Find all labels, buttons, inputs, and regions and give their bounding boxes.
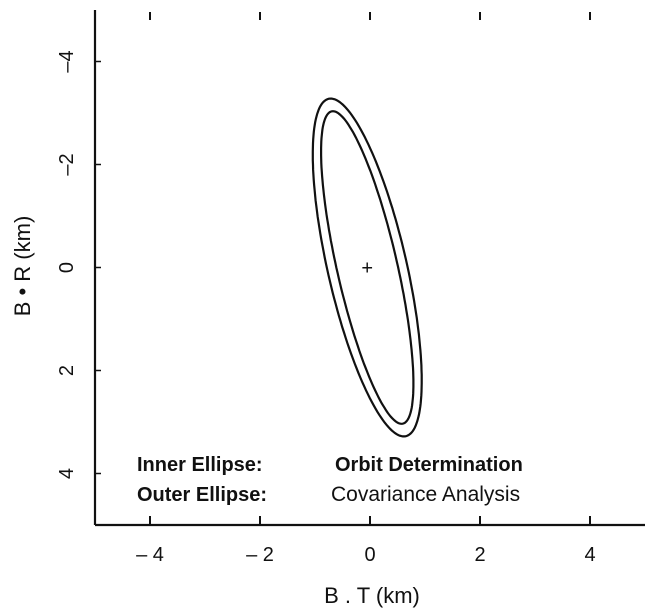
y-tick-label: –2 xyxy=(56,153,78,175)
annotation-outer-value: Covariance Analysis xyxy=(331,483,520,506)
y-axis-ticks: –4 –2 0 2 4 xyxy=(56,50,101,479)
outer-ellipse xyxy=(311,97,423,438)
y-axis-title: B • R (km) xyxy=(10,216,35,317)
y-tick-label: 0 xyxy=(56,262,78,273)
annotation-outer-label: Outer Ellipse: xyxy=(137,484,267,506)
x-axis-ticks: – 4 – 2 0 2 4 xyxy=(136,12,596,566)
x-tick-label: 2 xyxy=(474,544,485,566)
annotation-inner-label: Inner Ellipse: xyxy=(137,454,263,476)
x-axis-title: B . T (km) xyxy=(324,583,420,608)
y-tick-label: –4 xyxy=(56,50,78,72)
x-tick-label: 0 xyxy=(364,544,375,566)
y-tick-label: 4 xyxy=(56,468,78,479)
y-tick-label: 2 xyxy=(56,365,78,376)
x-tick-label: 4 xyxy=(584,544,595,566)
x-tick-label: – 4 xyxy=(136,544,164,566)
annotation-inner-value: Orbit Determination xyxy=(335,454,523,476)
ellipses xyxy=(311,97,423,438)
x-tick-label: – 2 xyxy=(246,544,274,566)
center-marker-group: + xyxy=(361,258,373,280)
inner-ellipse xyxy=(320,110,415,425)
center-marker: + xyxy=(361,258,373,280)
